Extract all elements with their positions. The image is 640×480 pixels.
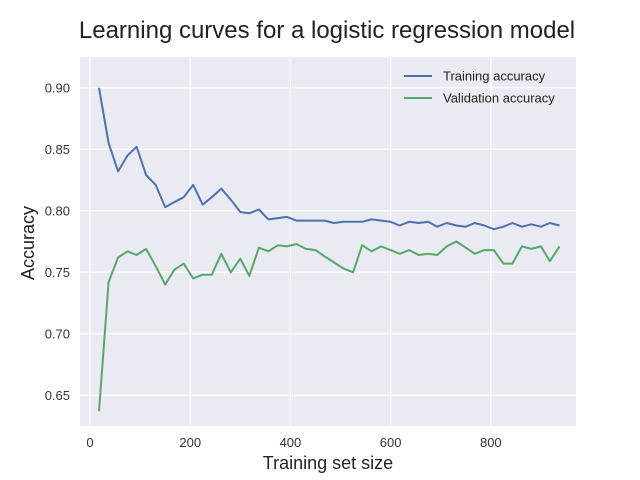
y-tick-label: 0.80	[45, 203, 70, 218]
legend: Training accuracy Validation accuracy	[404, 69, 555, 106]
chart-title: Learning curves for a logistic regressio…	[79, 17, 575, 44]
y-tick-label: 0.75	[45, 265, 70, 280]
plot-area	[80, 57, 576, 426]
x-tick-label: 600	[380, 435, 402, 450]
x-tick-label: 0	[86, 435, 93, 450]
x-tick-label: 200	[179, 435, 201, 450]
series-line-validation	[98, 240, 561, 412]
x-axis-label: Training set size	[263, 453, 393, 473]
legend-label: Validation accuracy	[443, 91, 555, 106]
x-tick-labels: 0 200 400 600 800	[86, 435, 501, 450]
grid-lines	[80, 57, 576, 426]
y-tick-label: 0.90	[45, 80, 70, 95]
series-line-training	[98, 87, 560, 231]
series-lines	[98, 87, 561, 412]
y-tick-label: 0.85	[45, 142, 70, 157]
y-tick-label: 0.65	[45, 388, 70, 403]
x-tick-label: 400	[280, 435, 302, 450]
y-axis-label: Accuracy	[18, 206, 38, 280]
y-tick-labels: 0.65 0.70 0.75 0.80 0.85 0.90	[45, 80, 70, 403]
legend-label: Training accuracy	[443, 69, 546, 84]
y-tick-label: 0.70	[45, 326, 70, 341]
x-tick-label: 800	[480, 435, 502, 450]
